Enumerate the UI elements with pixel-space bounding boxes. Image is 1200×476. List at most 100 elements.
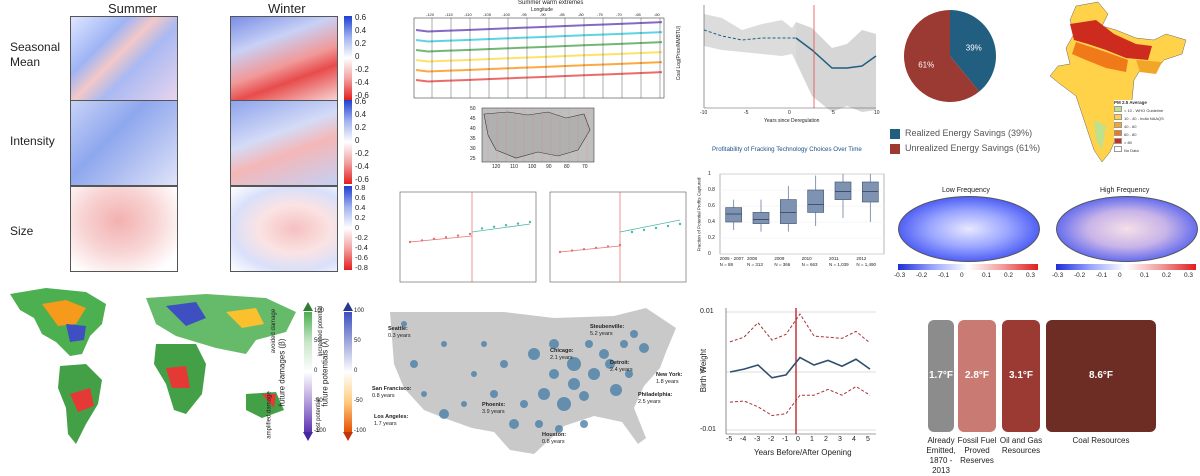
arrow-down-icon-2 [343,432,353,441]
box-ylabel: Fraction of Potential Profits Captured [696,177,702,252]
legend-label-realized: Realized Energy Savings (39%) [905,128,1033,138]
p2-map-xtick: 100 [528,164,537,170]
us-bubble [421,391,427,397]
colorbar-tick: 0.2 [355,213,366,222]
box-cat-label: 2009 [774,256,785,261]
potential-colorbar [344,312,352,432]
p2-map-xtick: 70 [582,164,588,170]
p2-chart [413,17,665,163]
panel-india-pm25: PM 2.5 Average < 10 - WHO Guideline 10 - … [1036,0,1200,180]
city-value: 2.5 years [638,399,661,405]
p2-top-tick: -75 [597,12,603,17]
map-winter-size [230,186,338,272]
p2-map-xtick: 120 [492,164,501,170]
map-summer-intensity [70,100,178,186]
p3-xtick-4: 10 [874,110,880,116]
p2-xlabel: Longitude [531,7,553,13]
panel-coal-price: Coal Log(Price/MMBTU) -10 -5 0 5 10 Year… [676,0,888,130]
box [807,189,825,213]
colorbar-tick: -0.4 [355,78,369,87]
box-cat-label: 2008 [747,256,758,261]
us-bubble [490,390,498,398]
us-bubble [528,348,540,360]
potential-tick: 50 [354,338,361,344]
city-value: 5.2 years [590,331,613,337]
india-legend-row: 60 - 80 [1114,130,1176,137]
warming-bar-label: Coal Resources [1072,436,1130,445]
colorbar-tick: 0.2 [355,39,367,48]
p2-map-ytick: 50 [470,106,476,112]
india-legend-row: > 80 [1114,138,1176,145]
us-bubble [580,420,588,428]
india-legend-label: > 80 [1124,140,1132,145]
p3-ylabel: Coal Log(Price/MMBTU) [676,25,683,81]
colorbar-tick: 0.2 [355,123,367,132]
pie-slice-label: 61% [918,61,934,70]
row-label-intensity: Intensity [10,134,55,148]
warming-bar-label: Already Emitted, 1870 - 2013 [926,436,956,475]
city-name: Phoenix: [482,402,506,408]
p2-top-tick: -85 [559,12,565,17]
us-bubble [557,397,571,411]
panel-us-bubble-map: Seattle: 0.3 years San Francisco: 0.8 years… [372,304,684,470]
legend-swatch-realized [890,128,900,139]
city-value: 1.7 years [374,421,397,427]
bw-xtick: 4 [852,436,856,443]
us-bubble [509,419,519,429]
us-bubble [567,357,581,371]
bw-xtick: 5 [866,436,870,443]
p2-top-tick: -70 [616,12,622,17]
box-cat-n: N = 1,490 [856,262,876,267]
us-bubble [555,425,563,433]
bw-xtick: 3 [838,436,842,443]
box-ytick: 0.2 [708,235,715,241]
freq-colorbar-high [1056,264,1196,270]
box [752,212,770,224]
damage-tick: -50 [314,398,323,404]
freq-tick-low: 0.2 [1004,272,1014,279]
colorbar-tick: -0.2 [355,149,369,158]
us-bubble [549,369,559,379]
colorbar-tick: 0 [355,223,360,232]
p2-map-ytick: 25 [470,156,476,162]
panel-summer-warm-extremes: Summer warm extremes Longitude -120 -115 -… [398,0,668,180]
header-winter: Winter [268,1,306,16]
p3-chart [703,5,877,112]
us-bubble [639,343,649,353]
p2-top-tick: -60 [654,12,660,17]
colorbar-tick: 0.4 [355,203,366,212]
us-bubble [439,409,449,419]
us-bubble [471,371,477,377]
globe-high [1056,196,1198,262]
us-bubble [535,420,543,428]
colorbar-tick: -0.2 [355,65,369,74]
potential-tick: -50 [354,398,363,404]
p3-xlabel: Years since Deregulation [764,118,820,124]
box [861,181,879,203]
us-bubble [610,384,622,396]
panel-fracking-boxplot: Profitability of Fracking Technology Cho… [690,146,890,280]
freq-tick-low: 0.1 [982,272,992,279]
city-name: Chicago: [550,348,574,354]
us-bubble [568,378,580,390]
p2-top-tick: -80 [578,12,584,17]
colorbar-tick: 0.4 [355,26,367,35]
city-name: San Francisco: [372,386,412,392]
map-winter-intensity [230,100,338,186]
india-legend-label: 60 - 80 [1124,132,1137,137]
map-low-title: Low Frequency [942,187,990,194]
header-summer: Summer [108,1,158,16]
us-bubble [599,349,609,359]
panel-warming-bars: 1.7°F Already Emitted, 1870 - 2013 2.8°F Fo… [926,316,1160,475]
potential-tick: 100 [354,308,365,314]
colorbar-tick: 0.8 [355,183,366,192]
pie-legend-realized: Realized Energy Savings (39%) [890,128,1032,139]
arrow-up-icon-2 [343,302,353,311]
city-value: 2.1 years [550,355,573,361]
bw-ytick: 0.01 [700,308,714,315]
p2-top-tick: -95 [521,12,527,17]
panel-frequency-maps: Low Frequency High Frequency -0.3 -0.3 -0.… [890,180,1200,280]
freq-tick-low: -0.2 [916,272,928,279]
freq-tick-high: -0.1 [1096,272,1108,279]
city-value: 1.8 years [656,379,679,385]
